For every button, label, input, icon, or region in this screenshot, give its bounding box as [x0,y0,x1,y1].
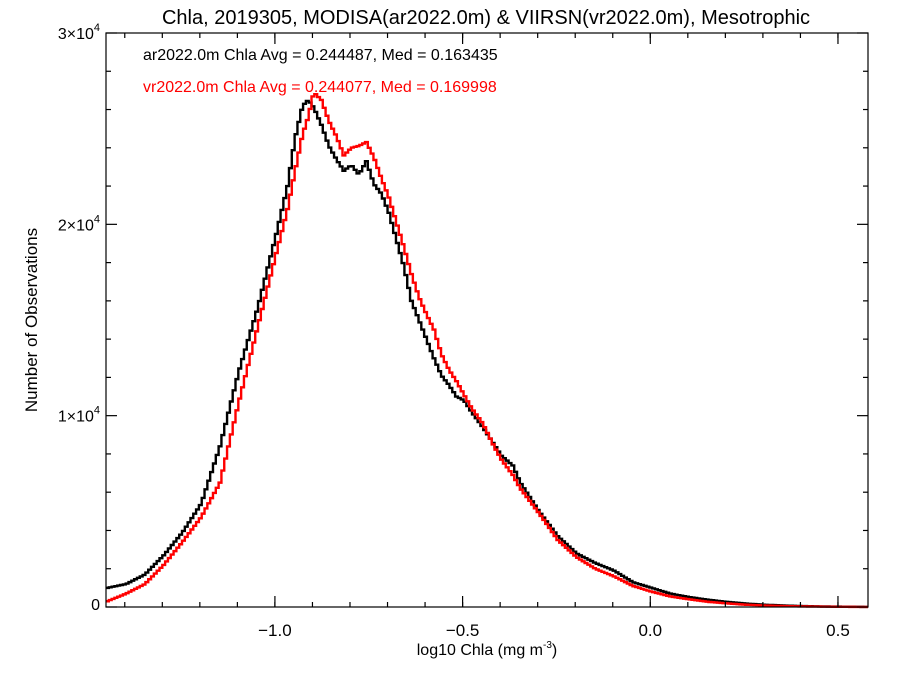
y-tick-label-3: 3×104 [58,22,100,43]
chart-title: Chla, 2019305, MODISA(ar2022.0m) & VIIRS… [162,7,810,29]
annotation-red-stats: vr2022.0m Chla Avg = 0.244077, Med = 0.1… [143,79,497,96]
y-tick-label-2: 2×104 [58,213,100,234]
series-layer [106,93,868,609]
x-axis-label: log10 Chla (mg m-3) [417,640,558,659]
x-tick-label-0: −1.0 [258,621,292,640]
x-axis-label-superscript: -3 [543,640,552,651]
y-tick-label-0: 0 [91,597,100,614]
series-line-1 [106,93,868,609]
x-axis-label-end: ) [552,642,557,659]
x-axis-label-main: log10 Chla (mg m [417,642,543,659]
x-tick-label-3: 0.5 [826,621,850,640]
y-axis-label: Number of Observations [22,228,41,412]
x-tick-label-1: −0.5 [446,621,480,640]
y-tick-label-1: 1×104 [58,405,100,426]
ticks-layer: −1.0 −0.5 0.0 0.5 0 1×104 2×104 3×104 [58,22,868,640]
plot-frame [105,32,869,608]
x-tick-label-2: 0.0 [638,621,662,640]
series-line-0 [106,99,868,609]
annotation-black-stats: ar2022.0m Chla Avg = 0.244487, Med = 0.1… [143,47,498,64]
